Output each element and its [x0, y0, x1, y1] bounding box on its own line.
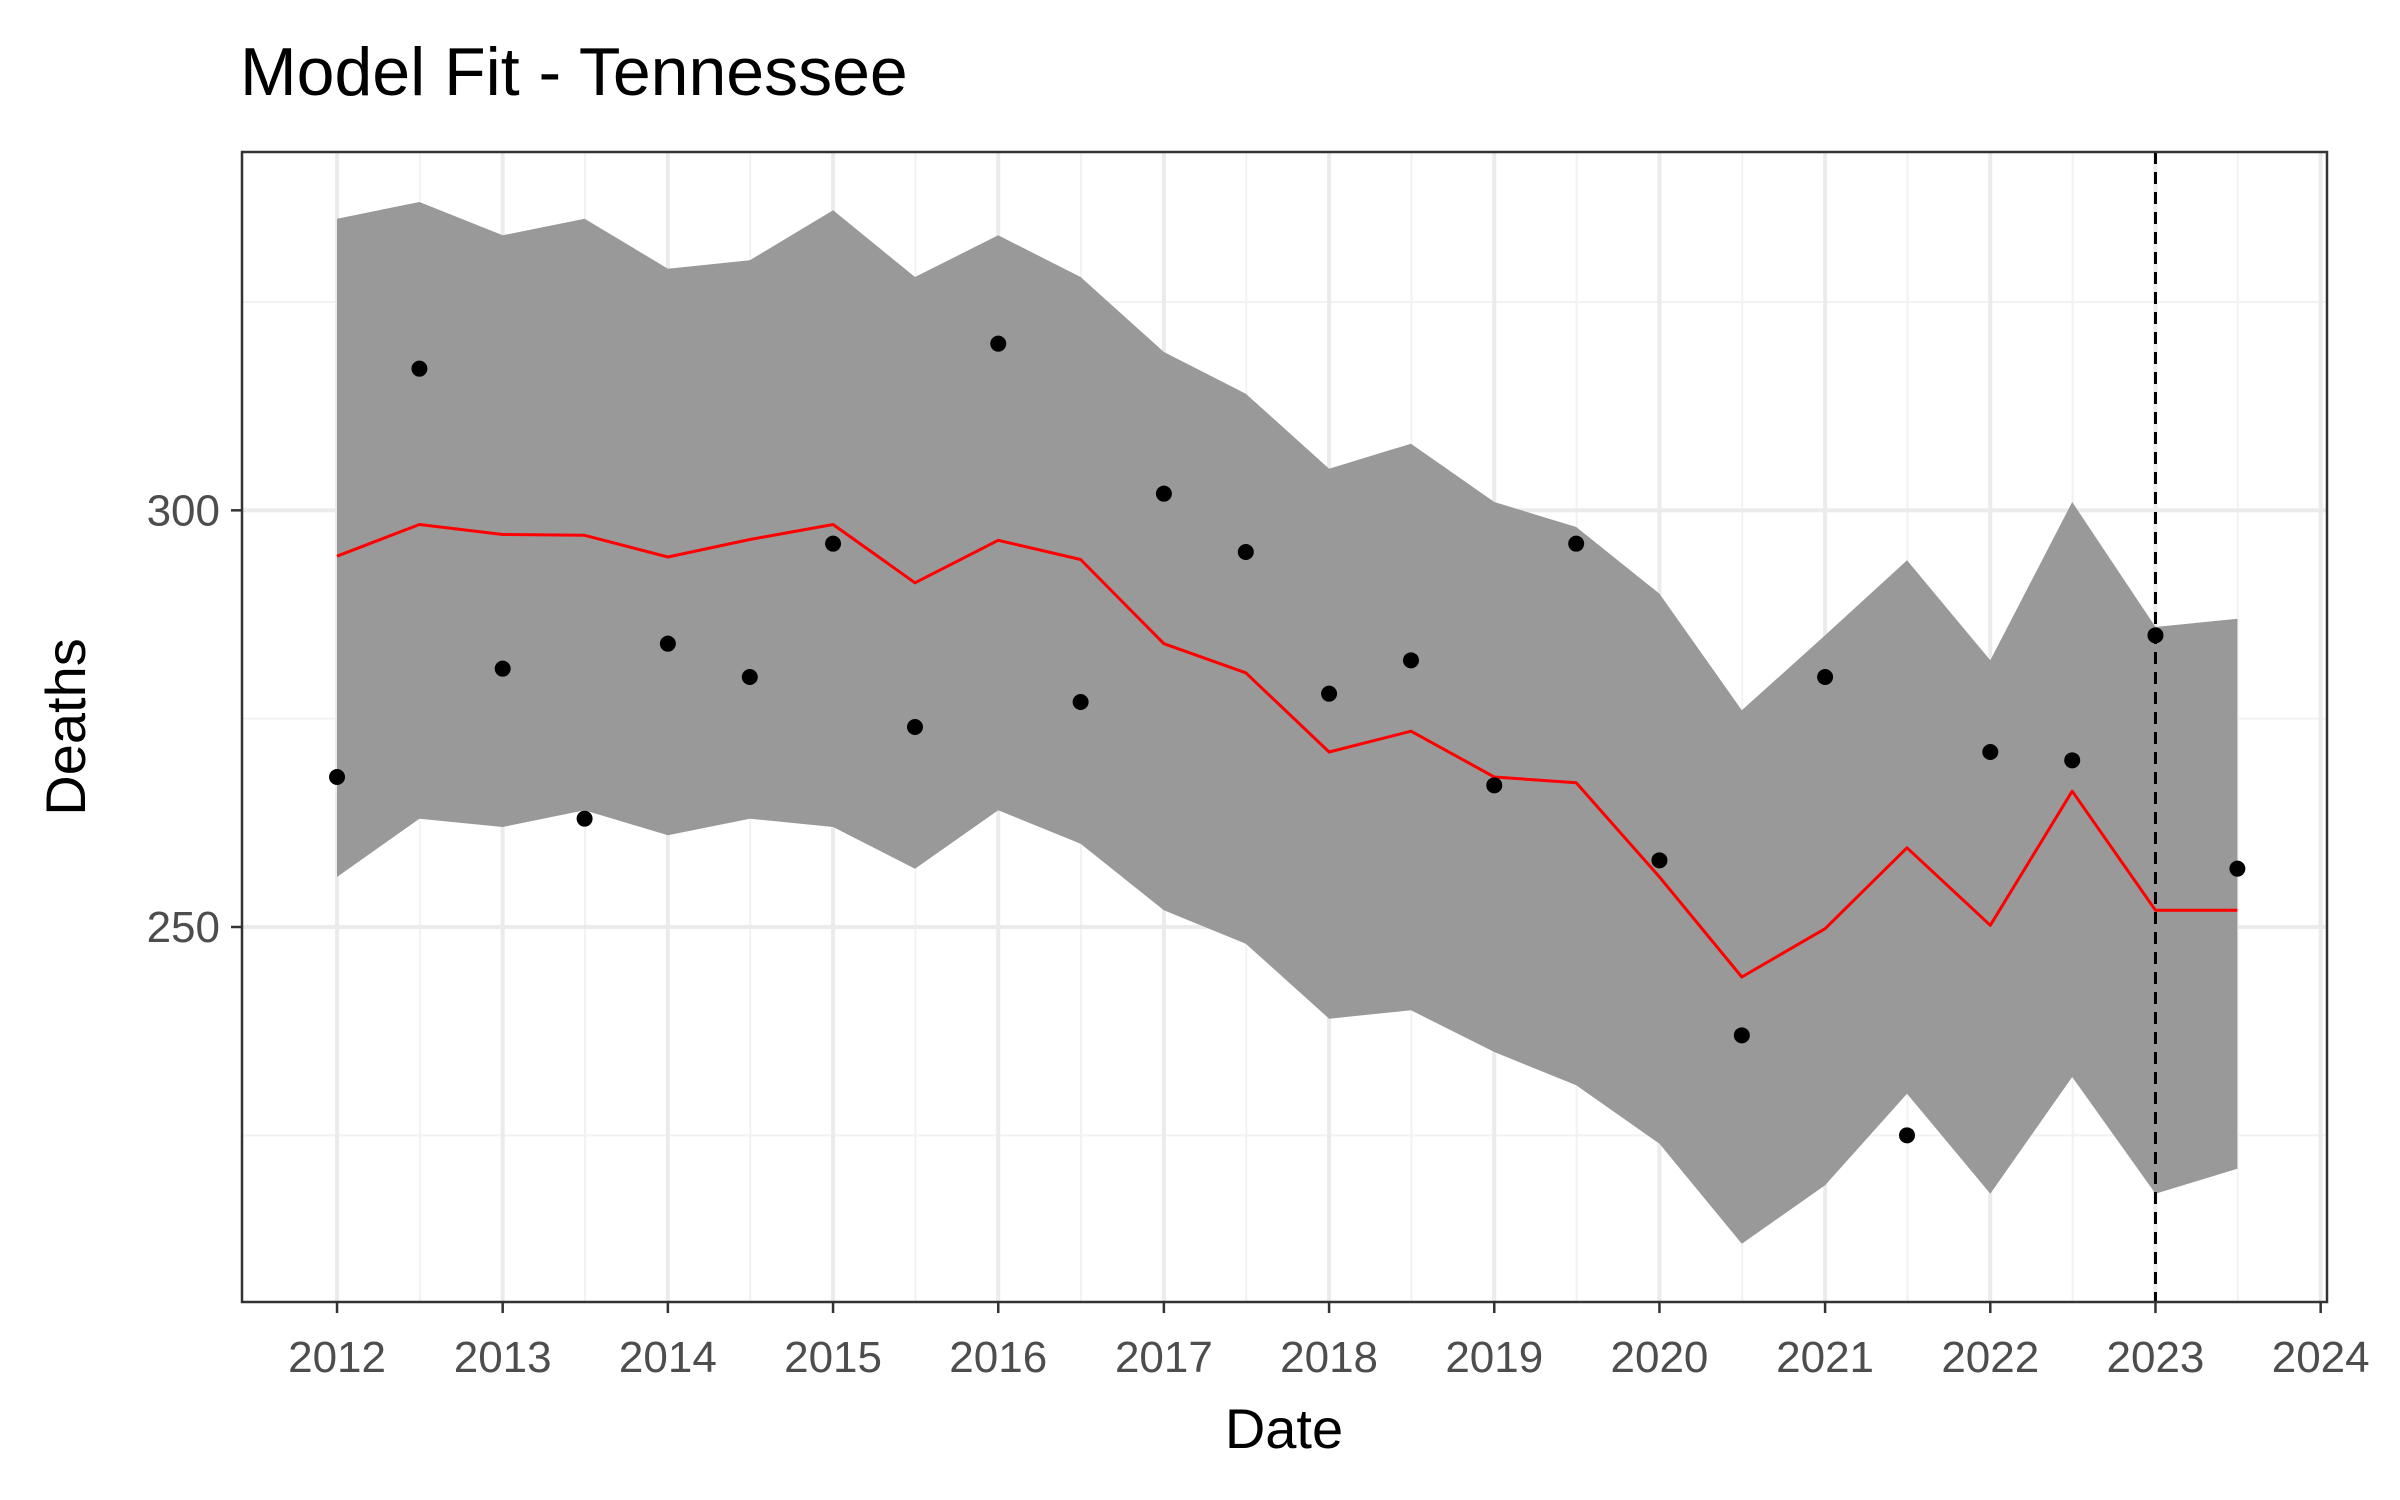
- x-tick-label: 2015: [784, 1333, 882, 1382]
- observed-point: [329, 769, 346, 785]
- chart-title: Model Fit - Tennessee: [240, 34, 908, 110]
- observed-points-layer: [329, 335, 2246, 1144]
- observed-point: [1402, 652, 1419, 669]
- observed-point: [411, 360, 428, 377]
- observed-point: [1733, 1027, 1750, 1044]
- x-tick-label: 2012: [288, 1333, 386, 1382]
- observed-point: [2064, 752, 2081, 769]
- y-axis-title: Deaths: [34, 638, 97, 815]
- y-tick-label: 300: [147, 486, 220, 535]
- observed-point: [1321, 685, 1338, 702]
- observed-point: [2229, 860, 2246, 877]
- y-axis: 250 300: [147, 486, 242, 952]
- observed-point: [1982, 744, 1999, 760]
- confidence-band: [337, 202, 2238, 1244]
- observed-point: [741, 669, 758, 685]
- observed-point: [1486, 777, 1503, 794]
- observed-point: [1817, 669, 1834, 685]
- x-tick-label: 2022: [1941, 1333, 2039, 1382]
- x-tick-label: 2024: [2272, 1333, 2370, 1382]
- observed-point: [1155, 485, 1172, 502]
- x-tick-label: 2019: [1445, 1333, 1543, 1382]
- observed-point: [659, 635, 676, 652]
- observed-point: [576, 810, 593, 827]
- x-tick-label: 2020: [1611, 1333, 1709, 1382]
- y-tick-label: 250: [147, 903, 220, 952]
- observed-point: [1651, 852, 1668, 869]
- observed-point: [906, 719, 923, 735]
- observed-point: [1237, 544, 1254, 560]
- observed-point: [1072, 694, 1089, 710]
- observed-point: [990, 335, 1007, 352]
- observed-point: [1899, 1127, 1916, 1144]
- observed-point: [825, 535, 842, 552]
- x-axis: 2012 2013 2014 2015 2016 2017 2018 2019 2020 2021…: [288, 1302, 2370, 1382]
- x-tick-label: 2023: [2107, 1333, 2205, 1382]
- x-tick-label: 2013: [454, 1333, 552, 1382]
- x-tick-label: 2018: [1280, 1333, 1378, 1382]
- x-tick-label: 2021: [1776, 1333, 1874, 1382]
- observed-point: [494, 660, 511, 677]
- x-tick-label: 2014: [619, 1333, 717, 1382]
- x-tick-label: 2017: [1115, 1333, 1213, 1382]
- fitted-line-layer: [336, 523, 2238, 979]
- confidence-band-layer: [337, 202, 2238, 1244]
- observed-point: [1568, 535, 1585, 552]
- panel-border: [240, 150, 2329, 1304]
- x-tick-label: 2016: [949, 1333, 1047, 1382]
- fitted-line: [336, 523, 2238, 979]
- x-axis-title: Date: [1225, 1397, 1343, 1460]
